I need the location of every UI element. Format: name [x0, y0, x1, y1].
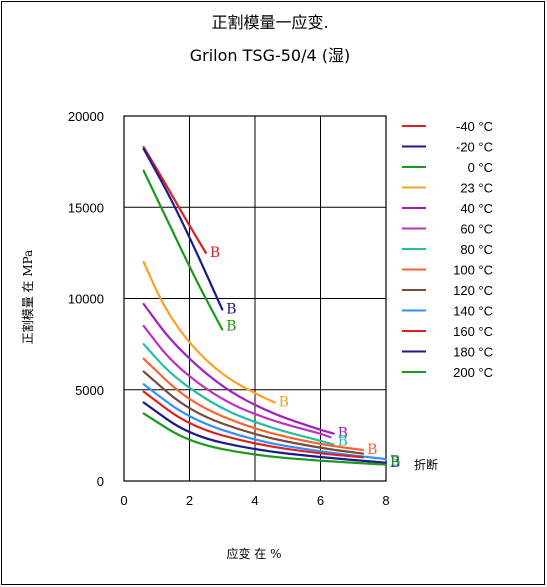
break-note: 折断 — [414, 457, 438, 472]
x-tick-labels: 0 2 4 6 8 — [120, 493, 389, 508]
series-line — [142, 343, 335, 446]
break-label: B — [367, 442, 377, 458]
legend-label: 80 °C — [460, 242, 493, 257]
y-axis-label: 正割模量 在 MPa — [20, 250, 35, 345]
legend-label: 60 °C — [460, 222, 493, 237]
break-label: B — [210, 245, 220, 261]
x-tick-label: 2 — [186, 493, 193, 508]
plot-grid — [123, 115, 387, 482]
break-label: B — [226, 319, 236, 335]
y-tick-label: 10000 — [68, 292, 104, 307]
y-tick-label: 20000 — [68, 109, 104, 124]
y-tick-labels: 0 5000 10000 15000 20000 — [68, 109, 104, 489]
break-label: B — [390, 454, 400, 470]
legend-label: 0 °C — [468, 160, 493, 175]
x-axis-label: 应变 在 % — [226, 546, 281, 561]
legend-label: 180 °C — [453, 345, 493, 360]
legend-label: 100 °C — [453, 263, 493, 278]
break-label: B — [338, 426, 348, 442]
series-line — [142, 147, 224, 311]
legend-label: 140 °C — [453, 304, 493, 319]
y-tick-label: 15000 — [68, 200, 104, 215]
series-line — [142, 370, 365, 455]
series-line — [142, 324, 332, 439]
break-label: B — [390, 455, 400, 471]
y-tick-label: 0 — [97, 474, 104, 489]
series-line — [142, 302, 335, 435]
legend-label: 40 °C — [460, 201, 493, 216]
series-line — [142, 260, 276, 404]
break-label: B — [279, 395, 289, 411]
series-line — [142, 357, 365, 452]
series-line — [142, 169, 224, 331]
legend-label: 23 °C — [460, 181, 493, 196]
chart-subtitle: Grilon TSG-50/4 (湿) — [190, 46, 351, 65]
break-label: B — [338, 434, 348, 450]
x-tick-label: 0 — [120, 493, 127, 508]
break-label: B — [226, 301, 236, 317]
series-lines — [142, 145, 388, 466]
x-tick-label: 6 — [317, 493, 324, 508]
legend-label: 160 °C — [453, 324, 493, 339]
series-line — [142, 401, 388, 464]
series-line — [142, 383, 388, 461]
legend: -40 °C -20 °C 0 °C 23 °C 40 °C 60 °C 80 °C 100 … — [402, 119, 493, 380]
x-tick-label: 4 — [251, 493, 258, 508]
legend-label: -20 °C — [456, 140, 493, 155]
series-line — [142, 412, 388, 466]
y-tick-label: 5000 — [75, 383, 104, 398]
legend-label: 120 °C — [453, 283, 493, 298]
x-tick-label: 8 — [382, 493, 389, 508]
series-line — [142, 390, 365, 459]
legend-label: 200 °C — [453, 365, 493, 380]
chart-title: 正割模量一应变. — [211, 13, 328, 32]
legend-label: -40 °C — [456, 119, 493, 134]
